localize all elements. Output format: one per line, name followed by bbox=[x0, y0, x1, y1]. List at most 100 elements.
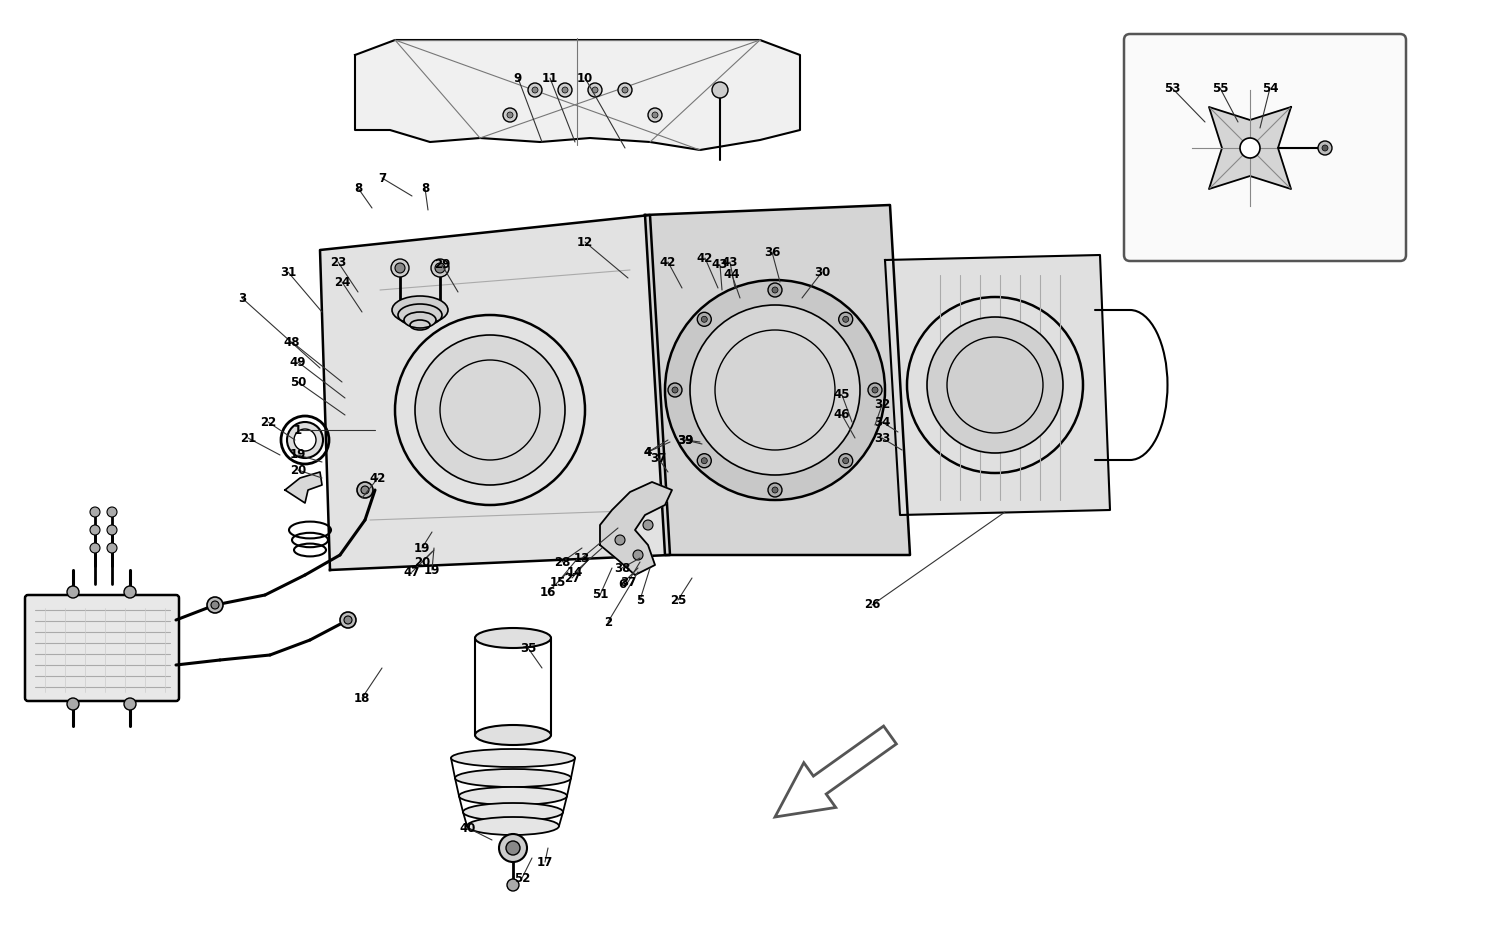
Circle shape bbox=[507, 112, 513, 118]
Text: 44: 44 bbox=[723, 269, 741, 281]
Circle shape bbox=[124, 586, 136, 598]
Circle shape bbox=[839, 313, 852, 326]
Circle shape bbox=[843, 316, 849, 322]
Circle shape bbox=[768, 283, 782, 297]
Circle shape bbox=[430, 259, 448, 277]
Circle shape bbox=[648, 108, 662, 122]
Text: 42: 42 bbox=[370, 471, 386, 484]
Text: 29: 29 bbox=[433, 258, 450, 272]
Circle shape bbox=[528, 83, 542, 97]
Text: 10: 10 bbox=[578, 71, 592, 85]
Circle shape bbox=[698, 454, 711, 467]
Circle shape bbox=[207, 597, 224, 613]
Text: 55: 55 bbox=[1212, 82, 1228, 94]
Text: 19: 19 bbox=[424, 563, 439, 577]
Circle shape bbox=[668, 383, 682, 397]
Ellipse shape bbox=[459, 787, 567, 805]
Circle shape bbox=[500, 834, 526, 862]
Circle shape bbox=[68, 698, 80, 710]
Text: 23: 23 bbox=[330, 256, 346, 269]
Text: 16: 16 bbox=[540, 585, 556, 598]
Circle shape bbox=[698, 313, 711, 326]
Text: 48: 48 bbox=[284, 335, 300, 349]
Text: 33: 33 bbox=[874, 431, 890, 445]
Text: 4: 4 bbox=[644, 446, 652, 459]
Circle shape bbox=[622, 87, 628, 93]
Text: 49: 49 bbox=[290, 355, 306, 369]
Circle shape bbox=[68, 586, 80, 598]
Text: 24: 24 bbox=[334, 276, 350, 289]
Text: 18: 18 bbox=[354, 692, 370, 705]
Text: 11: 11 bbox=[542, 71, 558, 85]
Text: 31: 31 bbox=[280, 265, 296, 278]
Circle shape bbox=[394, 263, 405, 273]
Circle shape bbox=[90, 525, 101, 535]
Text: 27: 27 bbox=[564, 572, 580, 584]
Text: 14: 14 bbox=[567, 565, 584, 579]
Polygon shape bbox=[1209, 107, 1292, 189]
Text: 13: 13 bbox=[574, 552, 590, 564]
Circle shape bbox=[562, 87, 568, 93]
Text: 51: 51 bbox=[592, 588, 608, 601]
Text: 12: 12 bbox=[578, 236, 592, 249]
Circle shape bbox=[90, 543, 101, 553]
Circle shape bbox=[664, 280, 885, 500]
Text: 53: 53 bbox=[1164, 82, 1180, 94]
Circle shape bbox=[392, 259, 410, 277]
Ellipse shape bbox=[476, 725, 550, 745]
Polygon shape bbox=[285, 472, 322, 503]
Circle shape bbox=[712, 82, 728, 98]
Text: 15: 15 bbox=[550, 576, 566, 588]
Circle shape bbox=[124, 698, 136, 710]
Circle shape bbox=[768, 483, 782, 497]
Text: 26: 26 bbox=[864, 598, 880, 612]
Circle shape bbox=[340, 612, 356, 628]
Ellipse shape bbox=[476, 628, 550, 648]
Text: 6: 6 bbox=[618, 578, 626, 591]
Text: 5: 5 bbox=[636, 594, 644, 606]
Text: 20: 20 bbox=[290, 464, 306, 477]
Circle shape bbox=[871, 387, 877, 393]
Circle shape bbox=[211, 601, 219, 609]
Circle shape bbox=[507, 879, 519, 891]
Text: 20: 20 bbox=[414, 556, 430, 568]
Text: 22: 22 bbox=[260, 415, 276, 428]
Text: 40: 40 bbox=[460, 822, 476, 834]
Text: 8: 8 bbox=[354, 181, 362, 195]
Circle shape bbox=[702, 458, 708, 464]
Circle shape bbox=[615, 535, 626, 545]
Text: 32: 32 bbox=[874, 398, 890, 411]
Circle shape bbox=[690, 305, 859, 475]
Ellipse shape bbox=[392, 296, 448, 324]
Circle shape bbox=[702, 316, 708, 322]
Text: 54: 54 bbox=[1262, 82, 1278, 94]
Text: 2: 2 bbox=[604, 616, 612, 629]
Circle shape bbox=[618, 83, 632, 97]
Circle shape bbox=[506, 841, 520, 855]
Text: 45: 45 bbox=[834, 389, 850, 402]
Text: 1: 1 bbox=[294, 424, 302, 436]
Ellipse shape bbox=[286, 422, 322, 458]
Text: 50: 50 bbox=[290, 375, 306, 389]
Circle shape bbox=[1318, 141, 1332, 155]
Circle shape bbox=[843, 458, 849, 464]
Text: 37: 37 bbox=[650, 451, 666, 465]
Circle shape bbox=[927, 317, 1064, 453]
Text: 19: 19 bbox=[414, 542, 430, 555]
Ellipse shape bbox=[466, 817, 560, 835]
Ellipse shape bbox=[464, 803, 562, 821]
Circle shape bbox=[357, 482, 374, 498]
Circle shape bbox=[1322, 145, 1328, 151]
Circle shape bbox=[416, 335, 566, 485]
Text: 43: 43 bbox=[722, 256, 738, 269]
Text: 25: 25 bbox=[670, 594, 686, 606]
Text: 43: 43 bbox=[712, 258, 728, 272]
Circle shape bbox=[362, 486, 369, 494]
Text: 42: 42 bbox=[660, 256, 676, 269]
Circle shape bbox=[558, 83, 572, 97]
Text: 8: 8 bbox=[422, 181, 429, 195]
Polygon shape bbox=[600, 482, 672, 575]
Text: 34: 34 bbox=[874, 415, 890, 428]
Text: 30: 30 bbox=[815, 265, 830, 278]
Text: 3: 3 bbox=[238, 292, 246, 305]
